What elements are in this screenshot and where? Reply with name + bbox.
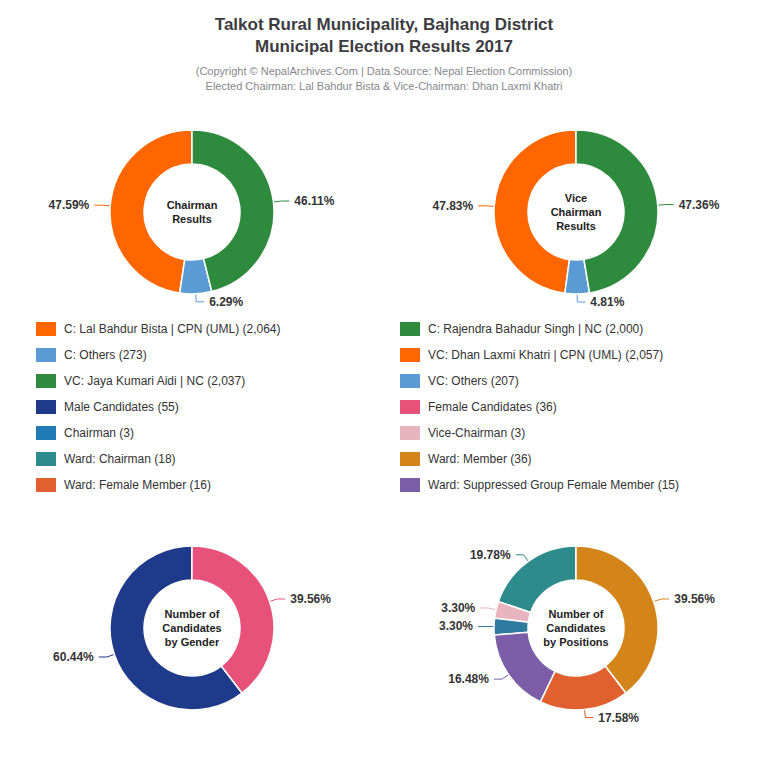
svg-text:60.44%: 60.44%	[53, 650, 94, 664]
svg-text:Ward: Suppressed Group Female: Ward: Suppressed Group Female Member (15…	[428, 478, 679, 492]
svg-text:47.83%: 47.83%	[433, 199, 474, 213]
svg-text:19.78%: 19.78%	[470, 548, 511, 562]
svg-text:VC: Dhan Laxmi Khatri | CPN (U: VC: Dhan Laxmi Khatri | CPN (UML) (2,057…	[428, 348, 663, 362]
svg-text:6.29%: 6.29%	[209, 295, 243, 309]
svg-text:Chairman: Chairman	[167, 199, 218, 211]
svg-text:C: Rajendra Bahadur Singh | NC: C: Rajendra Bahadur Singh | NC (2,000)	[428, 322, 643, 336]
svg-text:Ward: Chairman (18): Ward: Chairman (18)	[64, 452, 176, 466]
svg-text:47.36%: 47.36%	[679, 198, 720, 212]
svg-text:Talkot Rural Municipality, Baj: Talkot Rural Municipality, Bajhang Distr…	[215, 15, 554, 34]
svg-text:Chairman (3): Chairman (3)	[64, 426, 134, 440]
svg-text:C: Lal Bahdur Bista | CPN (UML: C: Lal Bahdur Bista | CPN (UML) (2,064)	[64, 322, 281, 336]
svg-text:Candidates: Candidates	[546, 622, 605, 634]
svg-text:C: Others (273): C: Others (273)	[64, 348, 147, 362]
svg-text:3.30%: 3.30%	[441, 601, 475, 615]
svg-text:Ward: Member (36): Ward: Member (36)	[428, 452, 532, 466]
svg-text:(Copyright © NepalArchives.Com: (Copyright © NepalArchives.Com | Data So…	[196, 65, 573, 77]
svg-text:3.30%: 3.30%	[439, 619, 473, 633]
svg-text:by Gender: by Gender	[165, 636, 220, 648]
svg-text:Results: Results	[172, 213, 212, 225]
svg-text:Male Candidates (55): Male Candidates (55)	[64, 400, 179, 414]
svg-text:Vice-Chairman (3): Vice-Chairman (3)	[428, 426, 525, 440]
svg-text:VC: Others (207): VC: Others (207)	[428, 374, 519, 388]
svg-text:Municipal Election Results 201: Municipal Election Results 2017	[255, 37, 513, 56]
svg-text:Ward: Female Member (16): Ward: Female Member (16)	[64, 478, 211, 492]
svg-text:Elected Chairman: Lal Bahdur B: Elected Chairman: Lal Bahdur Bista & Vic…	[206, 80, 563, 92]
svg-text:39.56%: 39.56%	[290, 592, 331, 606]
svg-text:Female Candidates (36): Female Candidates (36)	[428, 400, 557, 414]
svg-text:by Positions: by Positions	[543, 636, 608, 648]
svg-text:4.81%: 4.81%	[590, 295, 624, 309]
svg-text:46.11%: 46.11%	[294, 194, 334, 208]
svg-text:VC: Jaya Kumari Aidi | NC (2,0: VC: Jaya Kumari Aidi | NC (2,037)	[64, 374, 245, 388]
svg-text:47.59%: 47.59%	[49, 198, 90, 212]
svg-text:16.48%: 16.48%	[448, 672, 489, 686]
svg-text:Number of: Number of	[165, 608, 220, 620]
svg-text:39.56%: 39.56%	[674, 592, 715, 606]
svg-text:Results: Results	[556, 220, 596, 232]
svg-text:Number of: Number of	[549, 608, 604, 620]
svg-text:Vice: Vice	[565, 192, 587, 204]
svg-text:17.58%: 17.58%	[598, 711, 639, 725]
svg-text:Candidates: Candidates	[162, 622, 221, 634]
svg-text:Chairman: Chairman	[551, 206, 602, 218]
